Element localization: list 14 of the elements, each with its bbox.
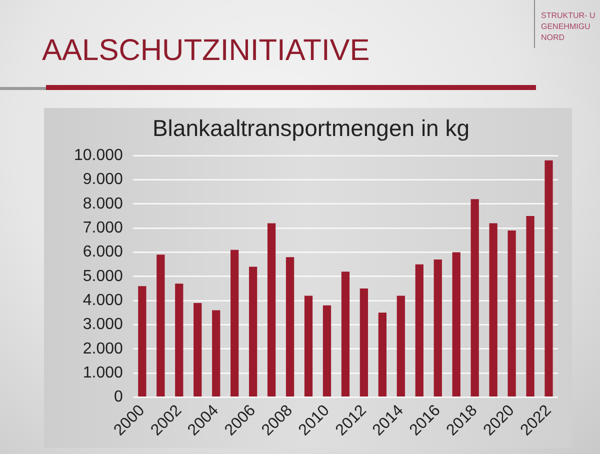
y-tick-label: 6.000: [82, 244, 124, 261]
y-tick-label: 8.000: [82, 195, 124, 212]
chart-subtitle: Blankaaltransportmengen in kg: [152, 115, 470, 142]
text: STRUKTUR- U GENEHMIGU NORD: [541, 10, 596, 43]
y-tick-label: 7.000: [82, 220, 124, 237]
y-tick-label: 1.000: [82, 364, 124, 382]
chart-title: AALSCHUTZINITIATIVE: [42, 34, 370, 68]
y-tick-label: 0: [114, 388, 124, 406]
y-tick-label: 5.000: [82, 268, 124, 285]
y-tick-label: 2.000: [82, 340, 124, 358]
y-tick-label: 4.000: [82, 292, 124, 309]
y-tick-label: 10.000: [74, 147, 124, 164]
y-tick-label: 3.000: [82, 316, 124, 334]
y-tick-label: 9.000: [82, 171, 124, 188]
